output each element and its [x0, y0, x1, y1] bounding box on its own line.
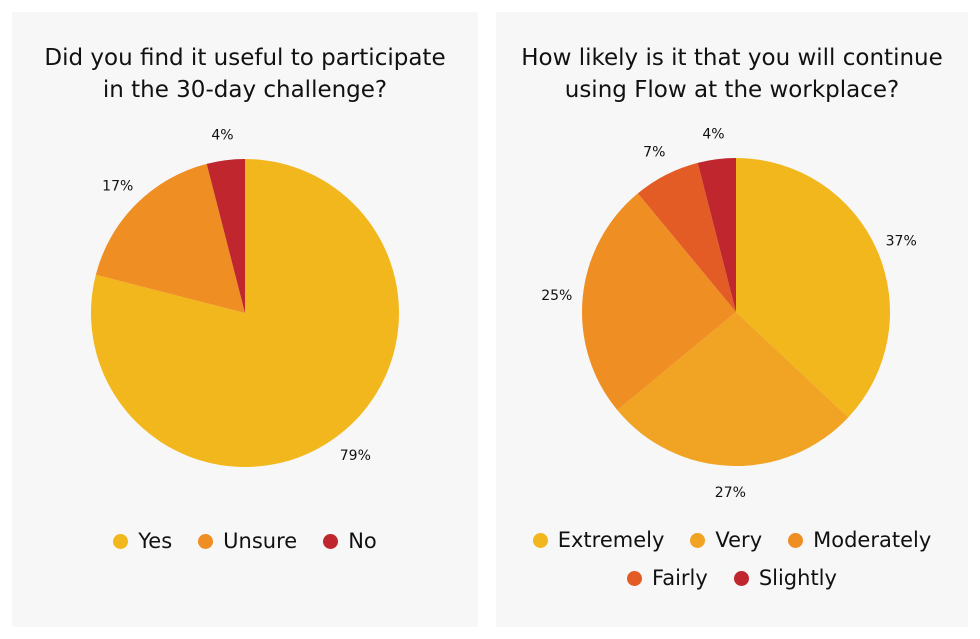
legend-item-slightly: Slightly: [733, 566, 837, 590]
legend-label: No: [348, 529, 377, 553]
legend: Yes Unsure No: [12, 529, 478, 553]
legend-item-fairly: Fairly: [627, 566, 708, 590]
legend-label: Slightly: [758, 566, 837, 590]
legend-label: Very: [715, 528, 763, 552]
data-label-unsure: 17%: [102, 179, 133, 195]
data-label-yes: 79%: [340, 448, 371, 464]
pie-slice-slightly: [697, 158, 736, 312]
pie-slice-extremely: [736, 158, 890, 418]
data-label-fairly: 7%: [643, 145, 665, 161]
legend-swatch: [733, 570, 749, 586]
legend-label: Fairly: [652, 566, 708, 590]
data-label-no: 4%: [211, 127, 233, 143]
data-label-moderately: 25%: [541, 288, 572, 304]
legend-swatch: [627, 570, 643, 586]
data-label-very: 27%: [715, 485, 746, 501]
legend-label: Moderately: [813, 528, 932, 552]
chart-title: Did you find it useful to participate in…: [44, 45, 446, 103]
legend-label: Yes: [138, 529, 173, 553]
legend-swatch: [788, 532, 804, 548]
legend-item-extremely: Extremely: [532, 528, 665, 552]
legend-item-yes: Yes: [113, 529, 172, 553]
pie-slice-no: [206, 159, 245, 313]
legend-label: Unsure: [223, 529, 298, 553]
legend-swatch: [113, 533, 129, 549]
pie-slice-unsure: [95, 163, 245, 313]
legend: Extremely Very Moderately Fairly Slightly: [496, 528, 968, 590]
pie-slice-very: [617, 312, 849, 466]
pie-slice-fairly: [637, 162, 736, 312]
chart-title: How likely is it that you will continue …: [521, 45, 943, 103]
pie-slice-moderately: [582, 193, 736, 411]
legend-item-unsure: Unsure: [198, 529, 297, 553]
legend-swatch: [323, 533, 339, 549]
legend-swatch: [198, 533, 214, 549]
chart-panel-useful: Did you find it useful to participate in…: [12, 12, 478, 627]
legend-label: Extremely: [557, 528, 665, 552]
legend-item-very: Very: [690, 528, 762, 552]
legend-item-moderately: Moderately: [788, 528, 931, 552]
data-label-slightly: 4%: [702, 126, 724, 142]
chart-panel-likely: How likely is it that you will continue …: [496, 12, 968, 627]
legend-swatch: [532, 532, 548, 548]
data-label-extremely: 37%: [886, 234, 917, 250]
legend-swatch: [690, 532, 706, 548]
pie-chart-useful: 79% 17% 4%: [90, 127, 400, 467]
legend-item-no: No: [323, 529, 377, 553]
pie-chart-likely: 37% 27% 25% 7% 4%: [541, 126, 917, 501]
